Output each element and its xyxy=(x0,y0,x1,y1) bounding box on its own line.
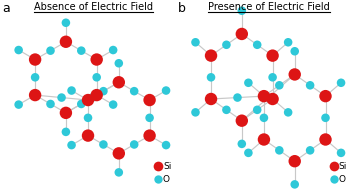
Point xyxy=(147,134,152,137)
Point xyxy=(261,116,267,119)
Point xyxy=(224,43,229,46)
Point xyxy=(94,76,100,79)
Point xyxy=(292,183,298,186)
Point xyxy=(285,111,291,114)
Point xyxy=(254,108,260,111)
Text: a: a xyxy=(2,2,10,15)
Point xyxy=(116,81,122,84)
Point xyxy=(246,151,251,154)
Point xyxy=(85,99,91,102)
Point xyxy=(131,143,137,146)
Point xyxy=(235,96,240,99)
Point xyxy=(69,89,74,92)
Point xyxy=(32,58,38,61)
Point xyxy=(323,138,328,141)
Point xyxy=(63,21,69,24)
Point xyxy=(239,9,245,12)
Point xyxy=(292,73,298,76)
Point xyxy=(116,62,122,65)
Legend: Si, O: Si, O xyxy=(332,162,347,184)
Point xyxy=(110,103,116,106)
Point xyxy=(338,151,344,154)
Point xyxy=(292,160,298,163)
Point xyxy=(277,84,282,87)
Point xyxy=(246,81,251,84)
Point xyxy=(277,149,282,152)
Point xyxy=(261,138,267,141)
Point xyxy=(224,108,229,111)
Point xyxy=(63,40,69,43)
Point xyxy=(239,32,245,36)
Point xyxy=(307,149,313,152)
Point xyxy=(48,49,53,52)
Point xyxy=(208,54,214,57)
Point xyxy=(48,102,53,105)
Point xyxy=(69,144,74,147)
Point xyxy=(116,171,122,174)
Point xyxy=(239,119,245,122)
Point xyxy=(163,89,169,92)
Text: Absence of Electric Field: Absence of Electric Field xyxy=(34,2,153,12)
Text: Presence of Electric Field: Presence of Electric Field xyxy=(208,2,330,12)
Point xyxy=(323,116,328,119)
Point xyxy=(32,76,38,79)
Point xyxy=(147,99,152,102)
Point xyxy=(116,152,122,155)
Point xyxy=(261,95,267,98)
Point xyxy=(16,49,21,52)
Point xyxy=(85,134,91,137)
Point xyxy=(270,97,276,100)
Point xyxy=(193,41,198,44)
Point xyxy=(254,43,260,46)
Legend: Si, O: Si, O xyxy=(156,162,171,184)
Point xyxy=(239,142,245,145)
Point xyxy=(307,84,313,87)
Point xyxy=(100,143,106,146)
Point xyxy=(292,50,298,53)
Point xyxy=(147,116,152,119)
Point xyxy=(131,90,137,93)
Point xyxy=(266,96,271,99)
Point xyxy=(208,76,214,79)
Point xyxy=(78,102,84,105)
Point xyxy=(78,49,84,52)
Point xyxy=(63,111,69,114)
Point xyxy=(163,144,169,147)
Point xyxy=(32,94,38,97)
Point xyxy=(285,41,291,44)
Point xyxy=(63,130,69,133)
Point xyxy=(338,81,344,84)
Point xyxy=(100,90,106,93)
Point xyxy=(270,54,276,57)
Text: b: b xyxy=(178,2,186,15)
Point xyxy=(94,58,100,61)
Point xyxy=(110,49,116,52)
Point xyxy=(94,94,100,97)
Point xyxy=(193,111,198,114)
Point xyxy=(16,103,21,106)
Point xyxy=(85,116,91,119)
Point xyxy=(270,76,276,79)
Point xyxy=(59,96,64,99)
Point xyxy=(208,97,214,100)
Point xyxy=(89,96,95,99)
Point xyxy=(323,95,328,98)
